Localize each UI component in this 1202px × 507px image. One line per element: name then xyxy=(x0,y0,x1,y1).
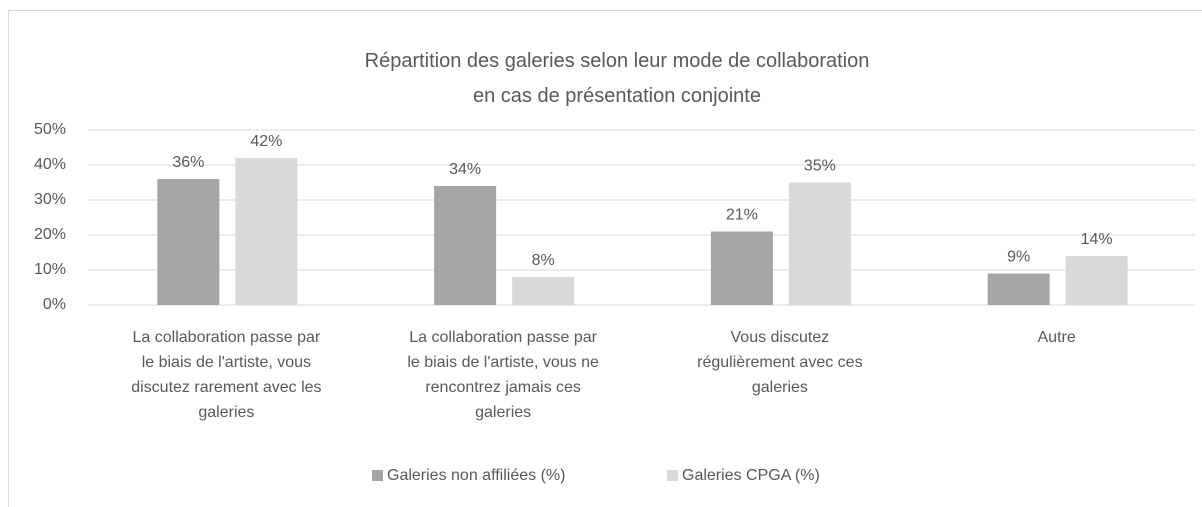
y-tick-label: 20% xyxy=(34,226,66,243)
data-label: 8% xyxy=(532,252,555,269)
y-tick-label: 10% xyxy=(34,261,66,278)
data-label: 9% xyxy=(1007,249,1030,266)
chart-title: Répartition des galeries selon leur mode… xyxy=(365,50,870,107)
y-tick-label: 40% xyxy=(34,156,66,173)
data-label: 36% xyxy=(172,154,204,171)
bar xyxy=(512,277,575,305)
chart-border xyxy=(8,10,1202,507)
legend-swatch xyxy=(667,470,678,481)
bar xyxy=(434,186,497,305)
data-label: 14% xyxy=(1081,231,1113,248)
data-label: 42% xyxy=(250,133,282,150)
legend-label: Galeries non affiliées (%) xyxy=(387,467,565,484)
bar xyxy=(157,179,220,305)
y-tick-label: 50% xyxy=(34,121,66,138)
bar xyxy=(987,273,1050,305)
x-tick-label: La collaboration passe par le biais de l'… xyxy=(407,329,599,421)
data-label: 34% xyxy=(449,161,481,178)
bar xyxy=(788,182,851,305)
bar xyxy=(710,231,773,305)
data-label: 35% xyxy=(804,158,836,175)
bar xyxy=(235,158,298,305)
y-tick-label: 30% xyxy=(34,191,66,208)
x-tick-label: Autre xyxy=(1038,329,1076,346)
legend-swatch xyxy=(372,470,383,481)
x-tick-label: Vous discutez régulièrement avec ces galer… xyxy=(697,329,862,396)
data-label: 21% xyxy=(726,207,758,224)
y-tick-label: 0% xyxy=(43,296,66,313)
legend-label: Galeries CPGA (%) xyxy=(682,467,820,484)
x-tick-label: La collaboration passe par le biais de l'… xyxy=(131,329,321,421)
bar xyxy=(1065,256,1128,305)
